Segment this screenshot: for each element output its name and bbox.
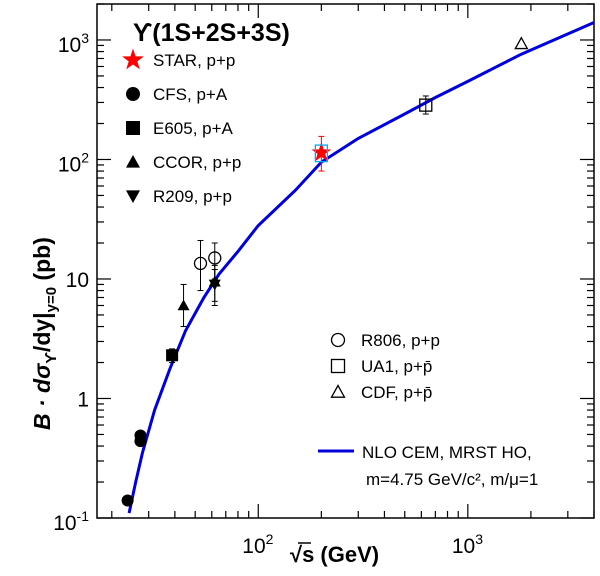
y-axis-label-main: B · dσ — [29, 363, 55, 430]
data-point-circle — [121, 494, 134, 507]
y-axis-label: B · dσϒ/dy|y=0 (pb) — [29, 237, 60, 430]
legend-label: CCOR, p+p — [153, 153, 241, 172]
data-point-triangle-down — [208, 279, 221, 291]
plot-area-border — [96, 3, 595, 519]
legend-marker — [330, 358, 346, 374]
legend-marker — [122, 48, 144, 70]
data-point-circle — [134, 429, 147, 442]
theory-curve-layer — [127, 21, 595, 514]
curve-legend-line1: NLO CEM, MRST HO, — [362, 443, 532, 462]
y-tick-label-exponent: -1 — [77, 508, 90, 524]
y-tick-label-base: 10 — [53, 512, 76, 535]
legend-marker — [126, 190, 140, 203]
legend: STAR, p+p CFS, p+A E605, p+A CCOR, p+p R209,… — [122, 48, 440, 453]
x-tick-label-base: 10 — [242, 535, 265, 558]
legend-marker — [126, 155, 140, 168]
data-point-triangle-up — [177, 299, 190, 311]
data-point-star — [311, 142, 332, 162]
y-tick-label: 102 — [58, 149, 89, 176]
legend-marker — [330, 384, 346, 398]
y-axis-label-sub1: ϒ — [43, 352, 60, 364]
legend-marker — [126, 87, 140, 101]
x-tick-label-base: 10 — [452, 535, 475, 558]
data-point-square — [166, 349, 179, 362]
x-tick-label-exponent: 2 — [266, 531, 274, 547]
y-tick-label: 10-1 — [53, 508, 89, 535]
y-tick-label-exponent: 3 — [81, 30, 89, 46]
plot-frame — [96, 3, 595, 519]
theory-curve-line — [127, 21, 595, 514]
systematic-error-box — [314, 144, 329, 163]
x-tick-label: 102 — [242, 531, 273, 558]
y-tick-label-exponent: 2 — [81, 149, 89, 165]
curve-legend-line2: m=4.75 GeV/c², m/μ=1 — [366, 470, 538, 489]
data-point-triangle-open — [514, 36, 529, 50]
legend-marker — [126, 121, 140, 135]
y-tick-label-base: 10 — [58, 34, 81, 57]
y-axis-label-mid: /dy| — [29, 312, 55, 352]
legend-label: E605, p+A — [153, 119, 234, 138]
y-tick-label: 10 — [66, 269, 89, 292]
chart-title: ϒ(1S+2S+3S) — [133, 19, 290, 47]
y-tick-label: 103 — [58, 30, 89, 57]
x-axis-label-text: √s (GeV) — [290, 542, 379, 567]
y-tick-label-base: 10 — [58, 153, 81, 176]
y-tick-label-base: 10 — [66, 269, 89, 292]
data-point-circle-open — [208, 251, 222, 265]
x-tick-label: 103 — [452, 531, 483, 558]
legend-label: R209, p+p — [153, 187, 232, 206]
legend-label: CFS, p+A — [153, 85, 228, 104]
y-axis-label-sub2: y=0 — [43, 287, 60, 312]
y-tick-label: 1 — [77, 388, 89, 411]
x-axis-label: √s (GeV) — [290, 542, 379, 567]
legend-label: CDF, p+p̄ — [361, 383, 432, 402]
x-tick-label-exponent: 3 — [475, 531, 483, 547]
legend-marker — [330, 332, 346, 348]
data-points-layer — [121, 36, 529, 507]
legend-label: STAR, p+p — [153, 51, 235, 70]
y-axis-label-unit: (pb) — [29, 237, 55, 287]
data-point-square-open — [419, 98, 433, 112]
data-point-circle-open — [193, 256, 208, 271]
y-tick-label-base: 1 — [77, 388, 89, 411]
legend-label: UA1, p+p̄ — [361, 357, 432, 376]
legend-label: R806, p+p — [361, 331, 440, 350]
